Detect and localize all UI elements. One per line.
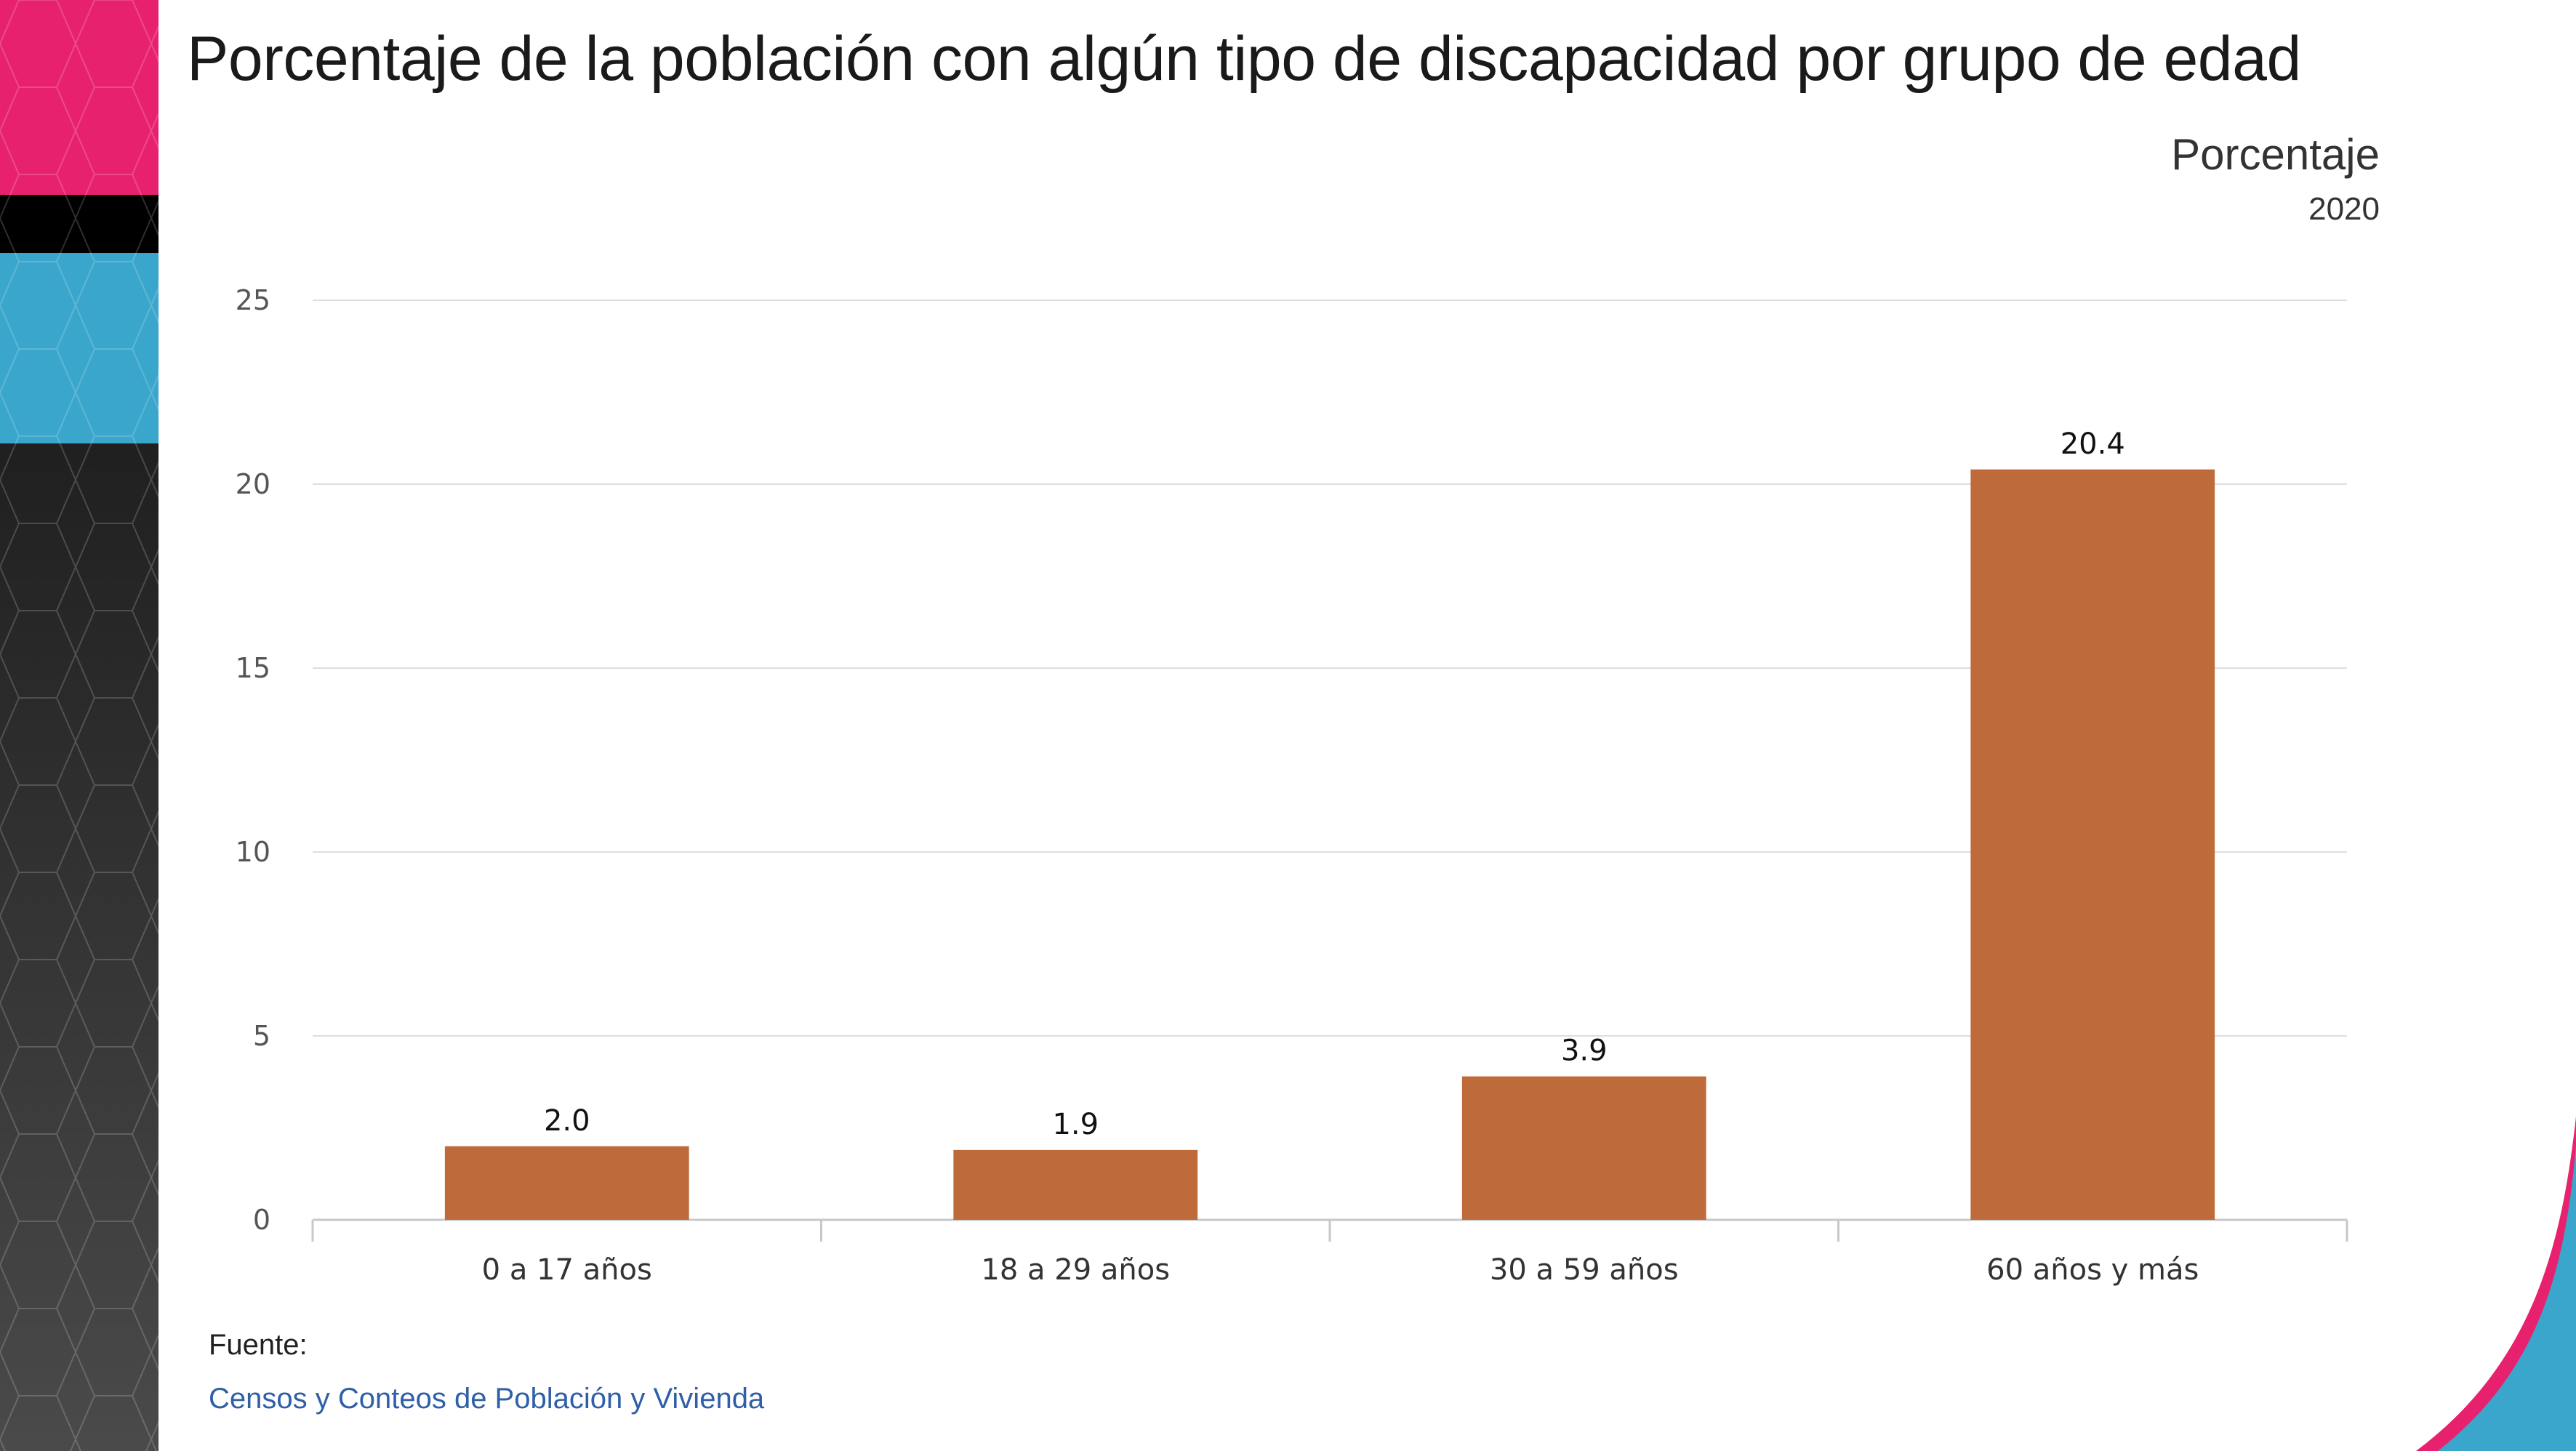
y-tick-label-10: 10	[236, 836, 270, 868]
x-tick-label-4: 60 años y más	[1986, 1253, 2199, 1287]
x-tick-label-1: 0 a 17 años	[482, 1253, 652, 1287]
source-link[interactable]: Censos y Conteos de Población y Vivienda	[209, 1383, 765, 1415]
data-label-2: 1.9	[1052, 1108, 1099, 1141]
data-label-3: 3.9	[1561, 1034, 1608, 1068]
source-label: Fuente:	[209, 1329, 308, 1361]
y-tick-label-20: 20	[236, 468, 270, 500]
bar-4[interactable]	[1970, 469, 2215, 1220]
decorative-corner	[2416, 1117, 2576, 1451]
chart-title: Porcentaje de la población con algún tip…	[187, 24, 2301, 94]
y-tick-label-5: 5	[253, 1020, 270, 1052]
year-label: 2020	[2308, 191, 2380, 227]
decorative-hexagon-strip	[0, 0, 159, 1451]
data-label-1: 2.0	[544, 1104, 590, 1138]
unit-label: Porcentaje	[2171, 130, 2380, 179]
bar-1[interactable]	[444, 1146, 689, 1220]
y-tick-label-15: 15	[236, 652, 270, 684]
y-tick-label-25: 25	[236, 284, 270, 316]
bar-2[interactable]	[953, 1149, 1198, 1220]
bar-3[interactable]	[1461, 1076, 1706, 1220]
x-tick-label-2: 18 a 29 años	[981, 1253, 1170, 1287]
y-tick-label-0: 0	[253, 1204, 270, 1236]
data-label-4: 20.4	[2061, 427, 2125, 461]
x-tick-label-3: 30 a 59 años	[1490, 1253, 1679, 1287]
